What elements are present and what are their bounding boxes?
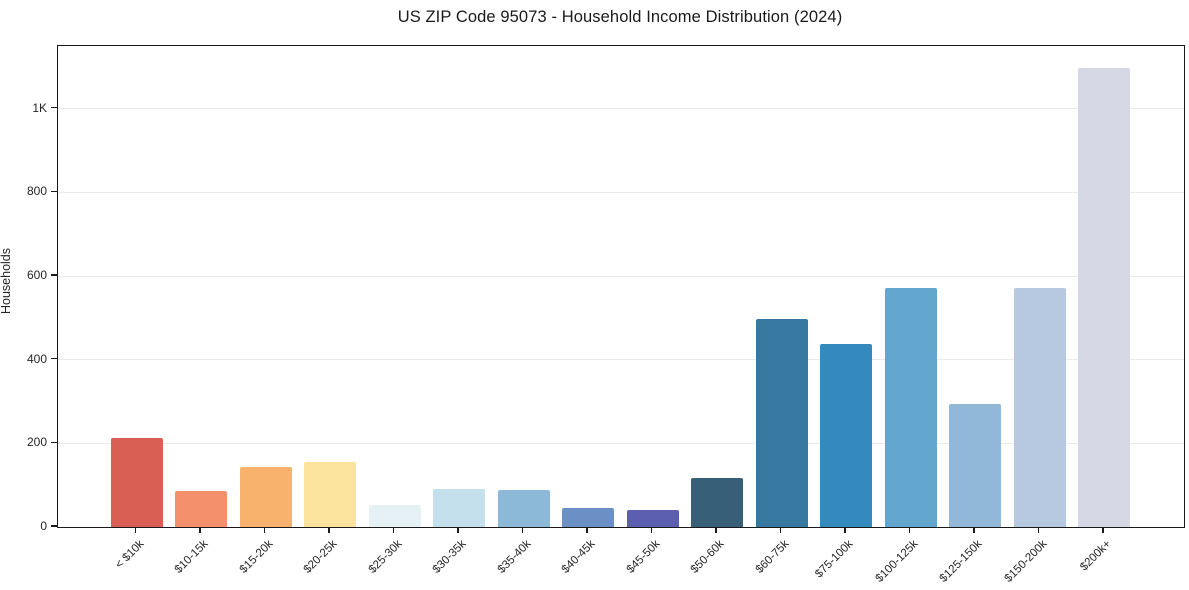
bar-$15-20k — [239, 466, 292, 527]
bar-$50-60k — [691, 478, 743, 527]
bar-$150-200k — [1013, 288, 1066, 527]
bar-$200k+ — [1078, 67, 1130, 527]
bar-$60-75k — [755, 319, 808, 527]
bar-$100-125k — [884, 288, 937, 527]
bar-$125-150k — [949, 404, 1001, 527]
bar-$40-45k — [562, 508, 614, 527]
bar-$20-25k — [304, 461, 356, 527]
y-tick-label-800: 800 — [26, 184, 47, 199]
x-tick-mark-$20-25k — [328, 527, 330, 534]
x-tick-mark-$15-20k — [263, 527, 266, 534]
x-tick-mark-$30-35k — [457, 527, 459, 534]
y-tick-label-1K: 1K — [32, 100, 47, 115]
y-tick-mark-1K — [51, 107, 57, 109]
y-tick-label-200: 200 — [26, 435, 47, 450]
x-tick-mark-$50-60k — [715, 527, 717, 534]
x-tick-mark-$45-50k — [650, 527, 653, 534]
y-tick-label-400: 400 — [26, 351, 47, 366]
gridline-400 — [58, 359, 1184, 361]
x-tick-mark-$60-75k — [779, 527, 782, 534]
x-tick-mark-$35-40k — [521, 527, 524, 534]
chart-title: US ZIP Code 95073 - Household Income Dis… — [397, 8, 843, 26]
x-tick-mark-$200k+ — [1102, 527, 1104, 534]
bar-$25-30k — [368, 504, 421, 527]
gridline-800 — [58, 191, 1184, 193]
y-tick-mark-200 — [51, 441, 57, 444]
x-tick-mark-$125-150k — [973, 527, 975, 534]
bar-< $10k — [110, 437, 163, 527]
x-tick-mark-$40-45k — [586, 527, 588, 534]
plot-area — [57, 45, 1185, 528]
x-tick-mark-$25-30k — [392, 527, 395, 534]
y-tick-label-0: 0 — [40, 519, 47, 533]
x-tick-label-< $10k: < $10k — [112, 538, 146, 572]
y-tick-mark-800 — [51, 190, 57, 193]
bar-$30-35k — [433, 488, 485, 527]
bar-$35-40k — [497, 490, 550, 527]
y-tick-mark-400 — [51, 357, 57, 360]
y-tick-mark-600 — [51, 274, 57, 276]
gridline-200 — [58, 442, 1184, 444]
gridline-600 — [58, 275, 1184, 277]
x-tick-mark-$75-100k — [844, 527, 846, 534]
bar-$75-100k — [820, 344, 872, 527]
bar-$45-50k — [626, 509, 679, 527]
x-tick-mark-$100-125k — [908, 527, 911, 534]
gridline-1K — [58, 108, 1184, 110]
bar-$10-15k — [175, 491, 227, 527]
x-tick-mark-< $10k — [134, 527, 137, 534]
x-tick-mark-$10-15k — [199, 527, 201, 534]
y-tick-mark-0 — [51, 525, 57, 527]
y-tick-label-600: 600 — [26, 268, 47, 283]
x-tick-mark-$150-200k — [1037, 527, 1040, 534]
